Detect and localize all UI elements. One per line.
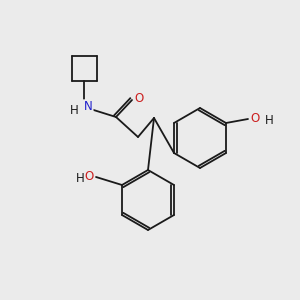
- Text: H: H: [76, 172, 85, 184]
- Text: O: O: [84, 170, 94, 184]
- Text: H: H: [265, 113, 274, 127]
- Text: O: O: [134, 92, 144, 104]
- Text: H: H: [70, 104, 78, 118]
- Text: O: O: [250, 112, 260, 125]
- Text: N: N: [84, 100, 92, 113]
